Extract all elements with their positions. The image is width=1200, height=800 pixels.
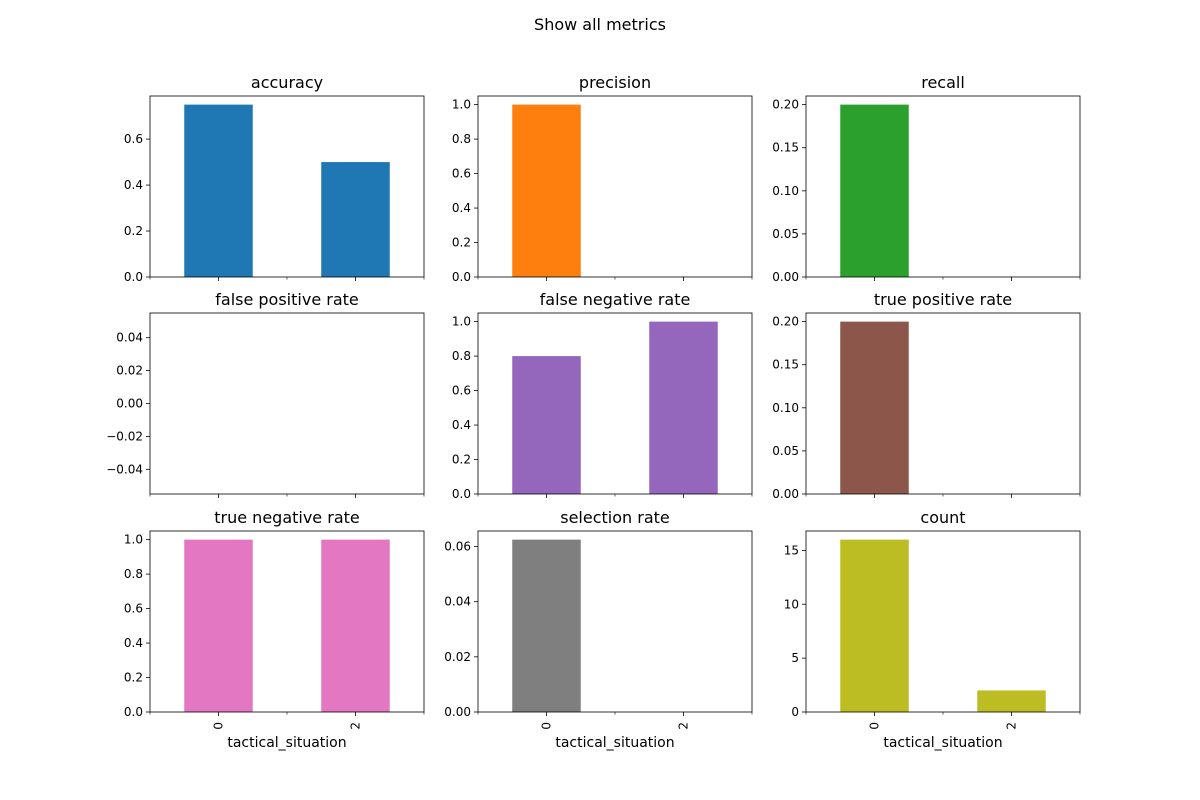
subplot-title: count [920,508,965,527]
subplot-false-positive-rate: false positive rate −0.04 −0.02 0.00 0.02 0.0… [106,290,425,498]
y-tick-label: 0.20 [772,98,799,112]
y-tick-label: 1.0 [452,315,471,329]
bar-0 [184,539,253,712]
y-tick-label: −0.02 [106,429,143,443]
y-tick-label: 0.02 [444,650,471,664]
y-tick-label: 0.0 [452,270,471,284]
y-tick-label: 0.6 [124,132,143,146]
x-axis-label: tactical_situation [883,735,1002,751]
y-tick-label: 0.10 [772,184,799,198]
y-tick-label: 0.05 [772,444,799,458]
subplot-precision: precision 0.0 0.2 0.4 0.6 0.8 1.0 [452,73,753,284]
y-tick-label: 0.02 [116,364,143,378]
bar-0 [840,321,909,494]
subplot-accuracy: accuracy 0.0 0.2 0.4 0.6 [124,73,425,284]
y-tick-label: 1.0 [124,533,143,547]
bar-2 [977,690,1046,712]
subplot-title: true negative rate [214,508,359,527]
x-tick-label: 2 [677,722,691,730]
y-tick-label: 0.4 [124,178,143,192]
y-tick-label: 0.0 [124,270,143,284]
x-tick-label: 0 [868,722,882,730]
y-tick-label: 15 [784,543,799,557]
y-tick-label: 0.6 [452,384,471,398]
y-tick-label: 5 [791,651,799,665]
x-tick-label: 0 [212,722,226,730]
bar-0 [840,104,909,277]
y-tick-label: 0.06 [444,540,471,554]
subplot-title: false negative rate [540,290,691,309]
y-tick-label: 0.4 [124,636,143,650]
bar-0 [512,539,581,712]
y-tick-label: 0.4 [452,201,471,215]
y-tick-label: 0.00 [116,397,143,411]
y-tick-label: −0.04 [106,462,143,476]
bar-2 [649,321,718,494]
y-tick-label: 0.15 [772,141,799,155]
x-tick-label: 0 [540,722,554,730]
y-tick-label: 0.2 [124,671,143,685]
bar-0 [840,539,909,712]
y-tick-label: 0.00 [444,705,471,719]
y-tick-label: 0.6 [452,167,471,181]
subplot-selection-rate: selection rate 0.00 0.02 0.04 0.06 0 2tactical… [444,508,753,751]
y-tick-label: 0.20 [772,315,799,329]
y-tick-label: 0.00 [772,270,799,284]
subplot-title: accuracy [251,73,323,92]
subplot-title: false positive rate [215,290,359,309]
bar-2 [321,162,390,277]
y-tick-label: 0.2 [452,236,471,250]
x-tick-label: 2 [1005,722,1019,730]
y-tick-label: 0.8 [124,567,143,581]
y-tick-label: 0 [791,705,799,719]
y-tick-label: 0.10 [772,401,799,415]
figure-title: Show all metrics [534,15,666,34]
bar-0 [184,104,253,277]
y-tick-label: 0.8 [452,132,471,146]
y-tick-label: 0.15 [772,358,799,372]
bar-0 [512,104,581,277]
y-tick-label: 0.2 [452,453,471,467]
axes-frame [149,312,425,495]
y-tick-label: 0.2 [124,224,143,238]
y-tick-label: 0.0 [452,487,471,501]
bar-0 [512,356,581,494]
x-axis-label: tactical_situation [555,735,674,751]
x-axis-label: tactical_situation [227,735,346,751]
y-tick-label: 0.0 [124,705,143,719]
subplot-false-negative-rate: false negative rate 0.0 0.2 0.4 0.6 0.8 1.0 [452,290,753,501]
y-tick-label: 0.4 [452,418,471,432]
y-tick-label: 0.00 [772,487,799,501]
y-tick-label: 1.0 [452,98,471,112]
subplot-title: selection rate [560,508,670,527]
subplot-title: precision [579,73,651,92]
subplot-true-negative-rate: true negative rate 0.0 0.2 0.4 0.6 0.8 1.0 0 2ta… [124,508,425,751]
subplot-title: true positive rate [874,290,1012,309]
y-tick-label: 0.04 [116,331,143,345]
x-tick-label: 2 [349,722,363,730]
subplot-grid: accuracy 0.0 0.2 0.4 0.6 precision 0.0 0.2 0.4 0.… [106,73,1081,751]
bar-2 [321,539,390,712]
y-tick-label: 10 [784,597,799,611]
subplot-title: recall [921,73,965,92]
y-tick-label: 0.05 [772,227,799,241]
y-tick-label: 0.04 [444,595,471,609]
y-tick-label: 0.6 [124,602,143,616]
subplot-true-positive-rate: true positive rate 0.00 0.05 0.10 0.15 0.20 [772,290,1081,501]
y-tick-label: 0.8 [452,349,471,363]
subplot-recall: recall 0.00 0.05 0.10 0.15 0.20 [772,73,1081,284]
